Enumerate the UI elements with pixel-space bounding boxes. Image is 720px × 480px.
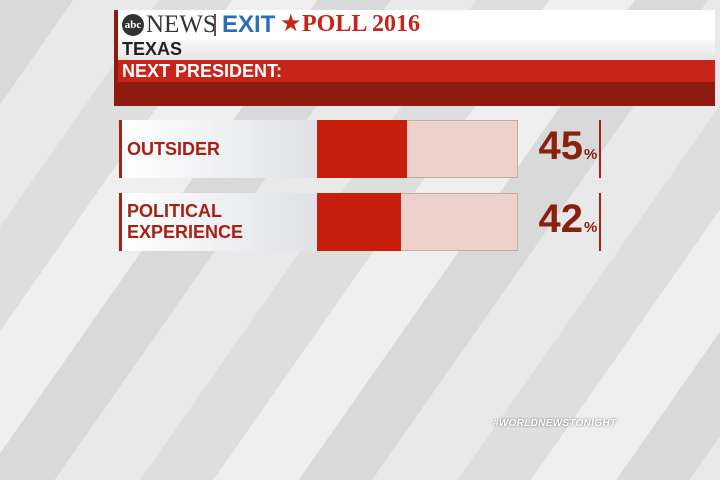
- logo: abc: [122, 14, 144, 36]
- title: EXIT: [222, 11, 276, 38]
- value-label: 42: [538, 197, 584, 241]
- value-label: 45: [538, 124, 584, 168]
- question-band-dark: [115, 82, 715, 106]
- network: NEWS: [146, 11, 217, 38]
- title: POLL 2016: [302, 11, 421, 37]
- row: OUTSIDER 45%: [119, 120, 601, 178]
- separator: [214, 14, 216, 36]
- subtitle: TEXAS: [122, 39, 183, 59]
- bar: [317, 193, 402, 251]
- category-label: OUTSIDER: [119, 120, 317, 178]
- bar: [317, 120, 408, 178]
- row-end-line: [599, 193, 601, 251]
- category-label: POLITICAL EXPERIENCE: [119, 193, 317, 251]
- accent-line: [114, 10, 118, 106]
- subtitle-band: [115, 40, 715, 60]
- row: POLITICAL EXPERIENCE 42%: [119, 193, 601, 251]
- value-suffix: %: [584, 146, 598, 163]
- question: NEXT PRESIDENT:: [122, 61, 283, 81]
- row-end-line: [599, 120, 601, 178]
- value-suffix: %: [584, 219, 598, 236]
- star-icon: ★: [280, 10, 302, 37]
- hashtag: #WORLDNEWSTONIGHT: [493, 418, 617, 429]
- question-band: [115, 60, 715, 82]
